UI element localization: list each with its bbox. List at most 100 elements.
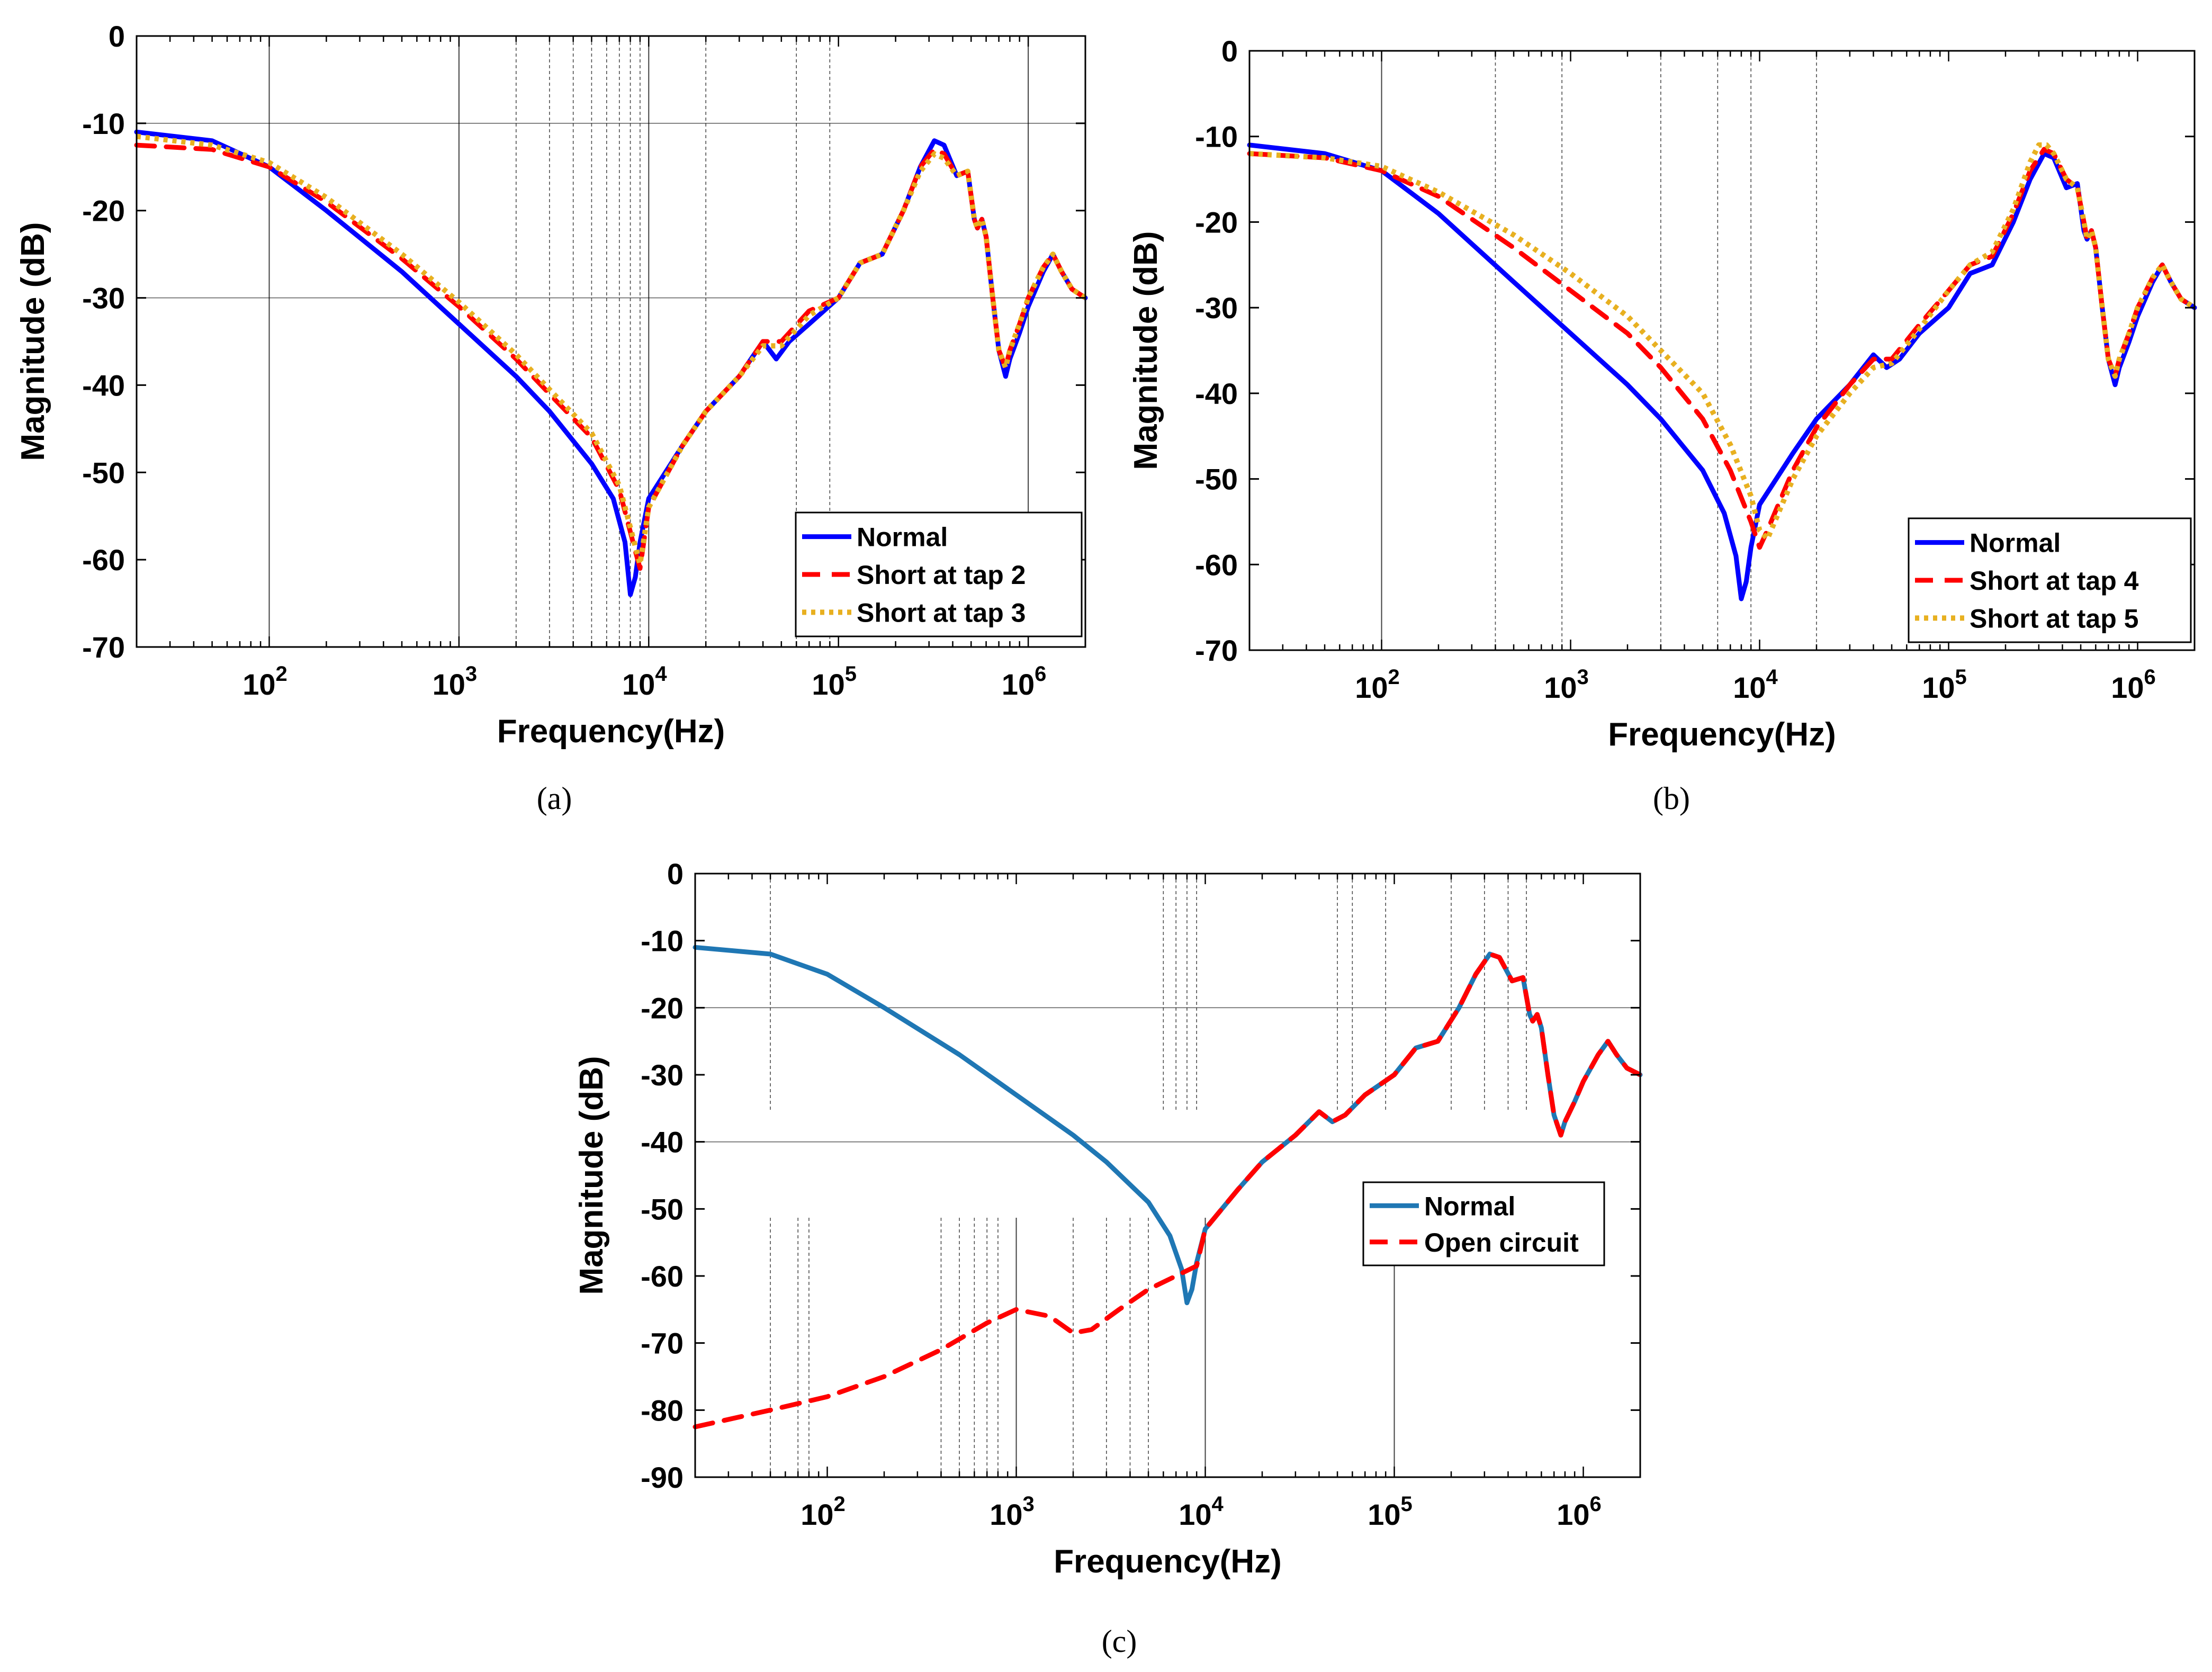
plot-area-border	[1248, 50, 2196, 651]
y-tick-label: -70	[1195, 634, 1238, 667]
y-tick-label: -90	[641, 1461, 684, 1494]
series-line-short-at-tap-5	[1249, 142, 2196, 542]
x-tick-label: 103	[1544, 666, 1589, 704]
x-tick-exponent: 5	[845, 662, 857, 686]
x-tick-label: 105	[812, 662, 857, 701]
y-tick-label: -70	[641, 1327, 684, 1360]
x-tick-base: 10	[1002, 668, 1035, 701]
y-tick-label: -50	[1195, 463, 1238, 496]
y-tick-label: -50	[641, 1192, 684, 1226]
series-line-short-at-tap-3	[136, 133, 1087, 567]
y-tick-label: 0	[667, 857, 684, 891]
x-tick-exponent: 3	[465, 662, 477, 686]
legend-label: Short at tap 4	[1970, 566, 2139, 596]
caption-a: (a)	[537, 781, 572, 816]
x-tick-base: 10	[433, 668, 465, 701]
x-tick-base: 10	[1179, 1498, 1211, 1531]
x-tick-base: 10	[622, 668, 655, 701]
legend-label: Open circuit	[1424, 1228, 1579, 1257]
y-tick-label: -50	[82, 456, 125, 489]
x-axis-label: Frequency(Hz)	[1054, 1543, 1282, 1580]
legend-label: Short at tap 3	[857, 598, 1026, 627]
y-tick-label: -10	[1195, 120, 1238, 154]
y-tick-label: -30	[1195, 291, 1238, 325]
x-tick-label: 102	[1355, 666, 1400, 704]
x-tick-base: 10	[2111, 671, 2144, 704]
x-tick-base: 10	[1544, 671, 1577, 704]
x-tick-label: 103	[990, 1493, 1035, 1531]
x-tick-exponent: 2	[834, 1493, 846, 1516]
y-tick-label: -80	[641, 1394, 684, 1427]
y-tick-label: -60	[641, 1260, 684, 1293]
x-tick-exponent: 6	[1590, 1493, 1602, 1516]
x-tick-base: 10	[1733, 671, 1766, 704]
y-axis-label: Magnitude (dB)	[573, 1056, 610, 1295]
legend: Normal Open circuit	[1362, 1181, 1605, 1266]
x-tick-base: 10	[242, 668, 275, 701]
x-tick-base: 10	[1557, 1498, 1589, 1531]
y-tick-label: -20	[641, 991, 684, 1024]
x-tick-label: 106	[2111, 666, 2156, 704]
x-tick-exponent: 3	[1577, 666, 1589, 689]
x-tick-label: 103	[433, 662, 478, 701]
y-tick-label: -30	[82, 282, 125, 315]
legend: Normal Short at tap 4 Short at tap 5	[1908, 517, 2192, 643]
x-tick-label: 102	[801, 1493, 846, 1531]
y-tick-label: -70	[82, 631, 125, 664]
y-tick-label: -40	[82, 368, 125, 402]
x-tick-exponent: 5	[1401, 1493, 1413, 1516]
legend-label: Normal	[1970, 528, 2061, 558]
x-tick-base: 10	[1922, 671, 1955, 704]
x-tick-exponent: 4	[1766, 666, 1778, 689]
plot-area-border	[694, 873, 1641, 1478]
legend-label: Normal	[857, 523, 948, 552]
legend-label: Short at tap 5	[1970, 604, 2138, 633]
x-axis-label: Frequency(Hz)	[1608, 716, 1836, 753]
caption-b: (b)	[1653, 781, 1690, 816]
x-tick-label: 102	[242, 662, 287, 701]
y-axis-label: Magnitude (dB)	[1128, 231, 1164, 470]
x-tick-base: 10	[812, 668, 844, 701]
x-tick-label: 104	[1179, 1493, 1224, 1531]
series-line-open-circuit	[693, 951, 1643, 1430]
y-tick-label: -20	[1195, 205, 1238, 239]
x-tick-base: 10	[990, 1498, 1022, 1531]
x-tick-exponent: 6	[2144, 666, 2156, 689]
y-tick-label: 0	[109, 20, 125, 53]
x-tick-base: 10	[1355, 671, 1388, 704]
y-tick-label: 0	[1221, 34, 1238, 68]
x-tick-label: 104	[622, 662, 667, 701]
y-tick-label: -10	[82, 107, 125, 140]
x-axis-label: Frequency(Hz)	[497, 713, 725, 750]
legend-box	[1362, 1181, 1605, 1266]
x-tick-exponent: 2	[1388, 666, 1400, 689]
y-axis-label: Magnitude (dB)	[15, 222, 51, 461]
x-tick-exponent: 6	[1035, 662, 1046, 686]
y-tick-label: -60	[1195, 548, 1238, 581]
x-tick-exponent: 2	[276, 662, 287, 686]
x-tick-exponent: 4	[655, 662, 667, 686]
x-tick-base: 10	[1368, 1498, 1400, 1531]
y-tick-label: -30	[641, 1058, 684, 1092]
series-line-short-at-tap-2	[134, 142, 1088, 571]
x-tick-exponent: 3	[1023, 1493, 1035, 1516]
x-tick-label: 106	[1002, 662, 1047, 701]
y-tick-label: -10	[641, 924, 684, 958]
y-tick-label: -40	[641, 1126, 684, 1159]
y-tick-label: -60	[82, 543, 125, 577]
caption-c: (c)	[1102, 1624, 1137, 1659]
legend-label: Normal	[1424, 1191, 1515, 1221]
legend-label: Short at tap 2	[857, 560, 1026, 590]
x-tick-label: 105	[1922, 666, 1967, 704]
x-tick-label: 106	[1557, 1493, 1602, 1531]
x-tick-base: 10	[801, 1498, 833, 1531]
x-tick-label: 105	[1368, 1493, 1413, 1531]
plot-area-border	[136, 35, 1086, 648]
x-tick-exponent: 4	[1212, 1493, 1224, 1516]
x-tick-label: 104	[1733, 666, 1778, 704]
